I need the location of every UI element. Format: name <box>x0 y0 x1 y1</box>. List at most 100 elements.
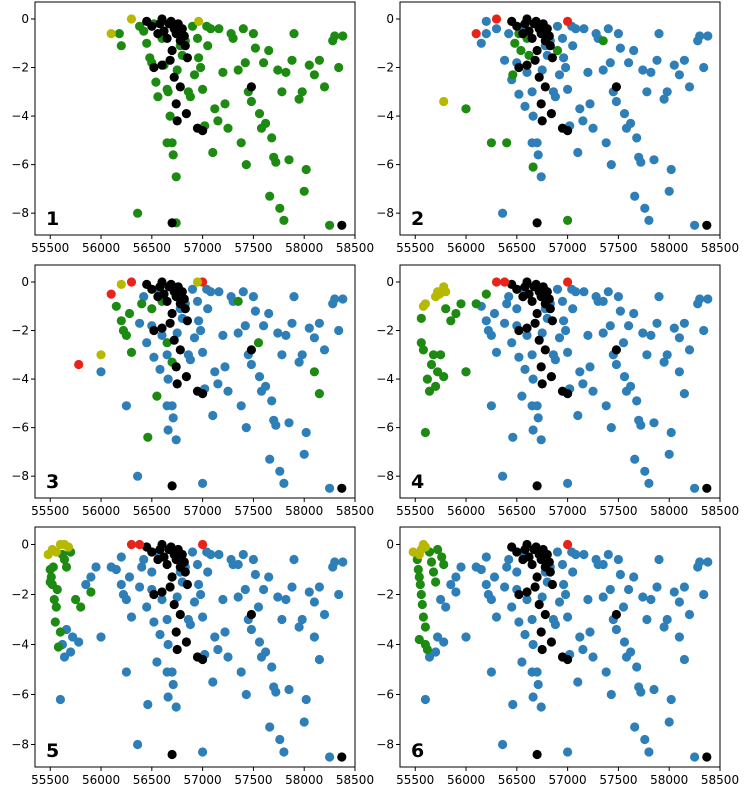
y-tick-label: −2 <box>11 61 29 75</box>
point-blue <box>659 357 669 367</box>
point-blue <box>703 557 713 567</box>
point-black <box>182 316 192 326</box>
point-blue <box>533 413 543 423</box>
point-blue <box>489 308 500 319</box>
point-green <box>52 584 62 595</box>
point-green <box>319 82 330 92</box>
point-blue <box>240 584 250 595</box>
point-blue <box>699 589 709 600</box>
x-tick-label: 56500 <box>133 241 171 255</box>
point-blue <box>301 694 311 705</box>
point-blue <box>573 410 583 421</box>
point-blue <box>273 592 283 602</box>
point-blue <box>96 367 106 377</box>
point-blue <box>213 644 223 655</box>
point-blue <box>520 101 530 111</box>
point-blue <box>603 287 613 297</box>
point-blue <box>537 592 547 602</box>
point-red <box>563 277 573 287</box>
x-tick-label: 56000 <box>447 504 485 518</box>
point-black <box>534 72 544 82</box>
point-blue <box>674 367 685 377</box>
point-blue <box>630 722 640 732</box>
point-blue <box>638 328 648 338</box>
point-blue <box>267 662 277 672</box>
point-blue <box>213 379 223 389</box>
point-green <box>194 53 204 63</box>
point-black <box>544 294 554 304</box>
point-green <box>116 41 126 51</box>
point-blue <box>573 147 583 158</box>
point-green <box>59 554 70 565</box>
point-blue <box>554 333 565 343</box>
point-blue <box>250 569 260 580</box>
point-blue <box>606 423 616 433</box>
point-blue <box>279 747 289 757</box>
point-green <box>111 301 121 311</box>
point-blue <box>618 338 629 348</box>
point-blue <box>571 24 581 34</box>
point-blue <box>679 654 690 665</box>
point-black <box>157 277 167 287</box>
point-blue <box>187 284 198 294</box>
point-blue <box>248 292 258 302</box>
point-green <box>304 60 314 70</box>
point-blue <box>630 191 640 201</box>
point-black <box>512 547 522 557</box>
point-green <box>246 96 256 107</box>
point-blue <box>139 292 149 302</box>
point-blue <box>198 347 208 357</box>
point-green <box>116 316 126 326</box>
x-tick-label: 58500 <box>701 241 739 255</box>
x-tick-label: 57000 <box>549 504 587 518</box>
point-blue <box>163 425 173 435</box>
x-tick-label: 57000 <box>184 504 222 518</box>
x-tick-label: 57000 <box>184 241 222 255</box>
point-blue <box>223 652 233 662</box>
point-green <box>152 391 162 401</box>
point-blue <box>498 208 508 218</box>
point-green <box>49 594 59 605</box>
point-blue <box>223 386 233 396</box>
point-blue <box>703 31 713 41</box>
point-black <box>172 116 182 126</box>
point-blue <box>111 564 121 575</box>
point-green <box>124 308 135 319</box>
point-blue <box>528 639 538 650</box>
y-tick-label: −2 <box>376 324 394 338</box>
point-green <box>265 191 275 201</box>
point-black <box>536 554 546 565</box>
point-blue <box>659 94 669 104</box>
point-blue <box>507 602 517 612</box>
point-green <box>289 28 299 39</box>
y-tick-label: −6 <box>376 688 394 702</box>
point-blue <box>498 471 508 481</box>
point-blue <box>504 292 514 302</box>
point-blue <box>192 559 203 570</box>
point-black <box>546 109 557 119</box>
point-green <box>208 147 218 158</box>
point-red <box>491 277 502 287</box>
point-blue <box>309 632 319 642</box>
point-blue <box>446 579 456 590</box>
point-blue <box>652 582 662 592</box>
panel-5: 55500 56000 56500 57000 57500 58000 58500 0 −2 −4… <box>11 526 374 787</box>
point-blue <box>451 587 461 597</box>
point-blue <box>334 325 344 336</box>
point-green <box>163 87 173 97</box>
point-blue <box>121 594 131 605</box>
y-tick-label: −8 <box>376 738 394 752</box>
point-black <box>563 126 573 136</box>
point-green <box>461 104 471 114</box>
point-yellow <box>63 542 74 552</box>
point-blue <box>601 401 611 411</box>
point-blue <box>233 328 243 338</box>
point-blue <box>436 594 446 605</box>
point-blue <box>155 629 165 640</box>
point-green <box>223 123 233 133</box>
point-green <box>416 338 426 348</box>
point-blue <box>522 67 532 77</box>
point-green <box>220 99 230 109</box>
point-blue <box>578 379 588 389</box>
point-blue <box>330 294 340 304</box>
